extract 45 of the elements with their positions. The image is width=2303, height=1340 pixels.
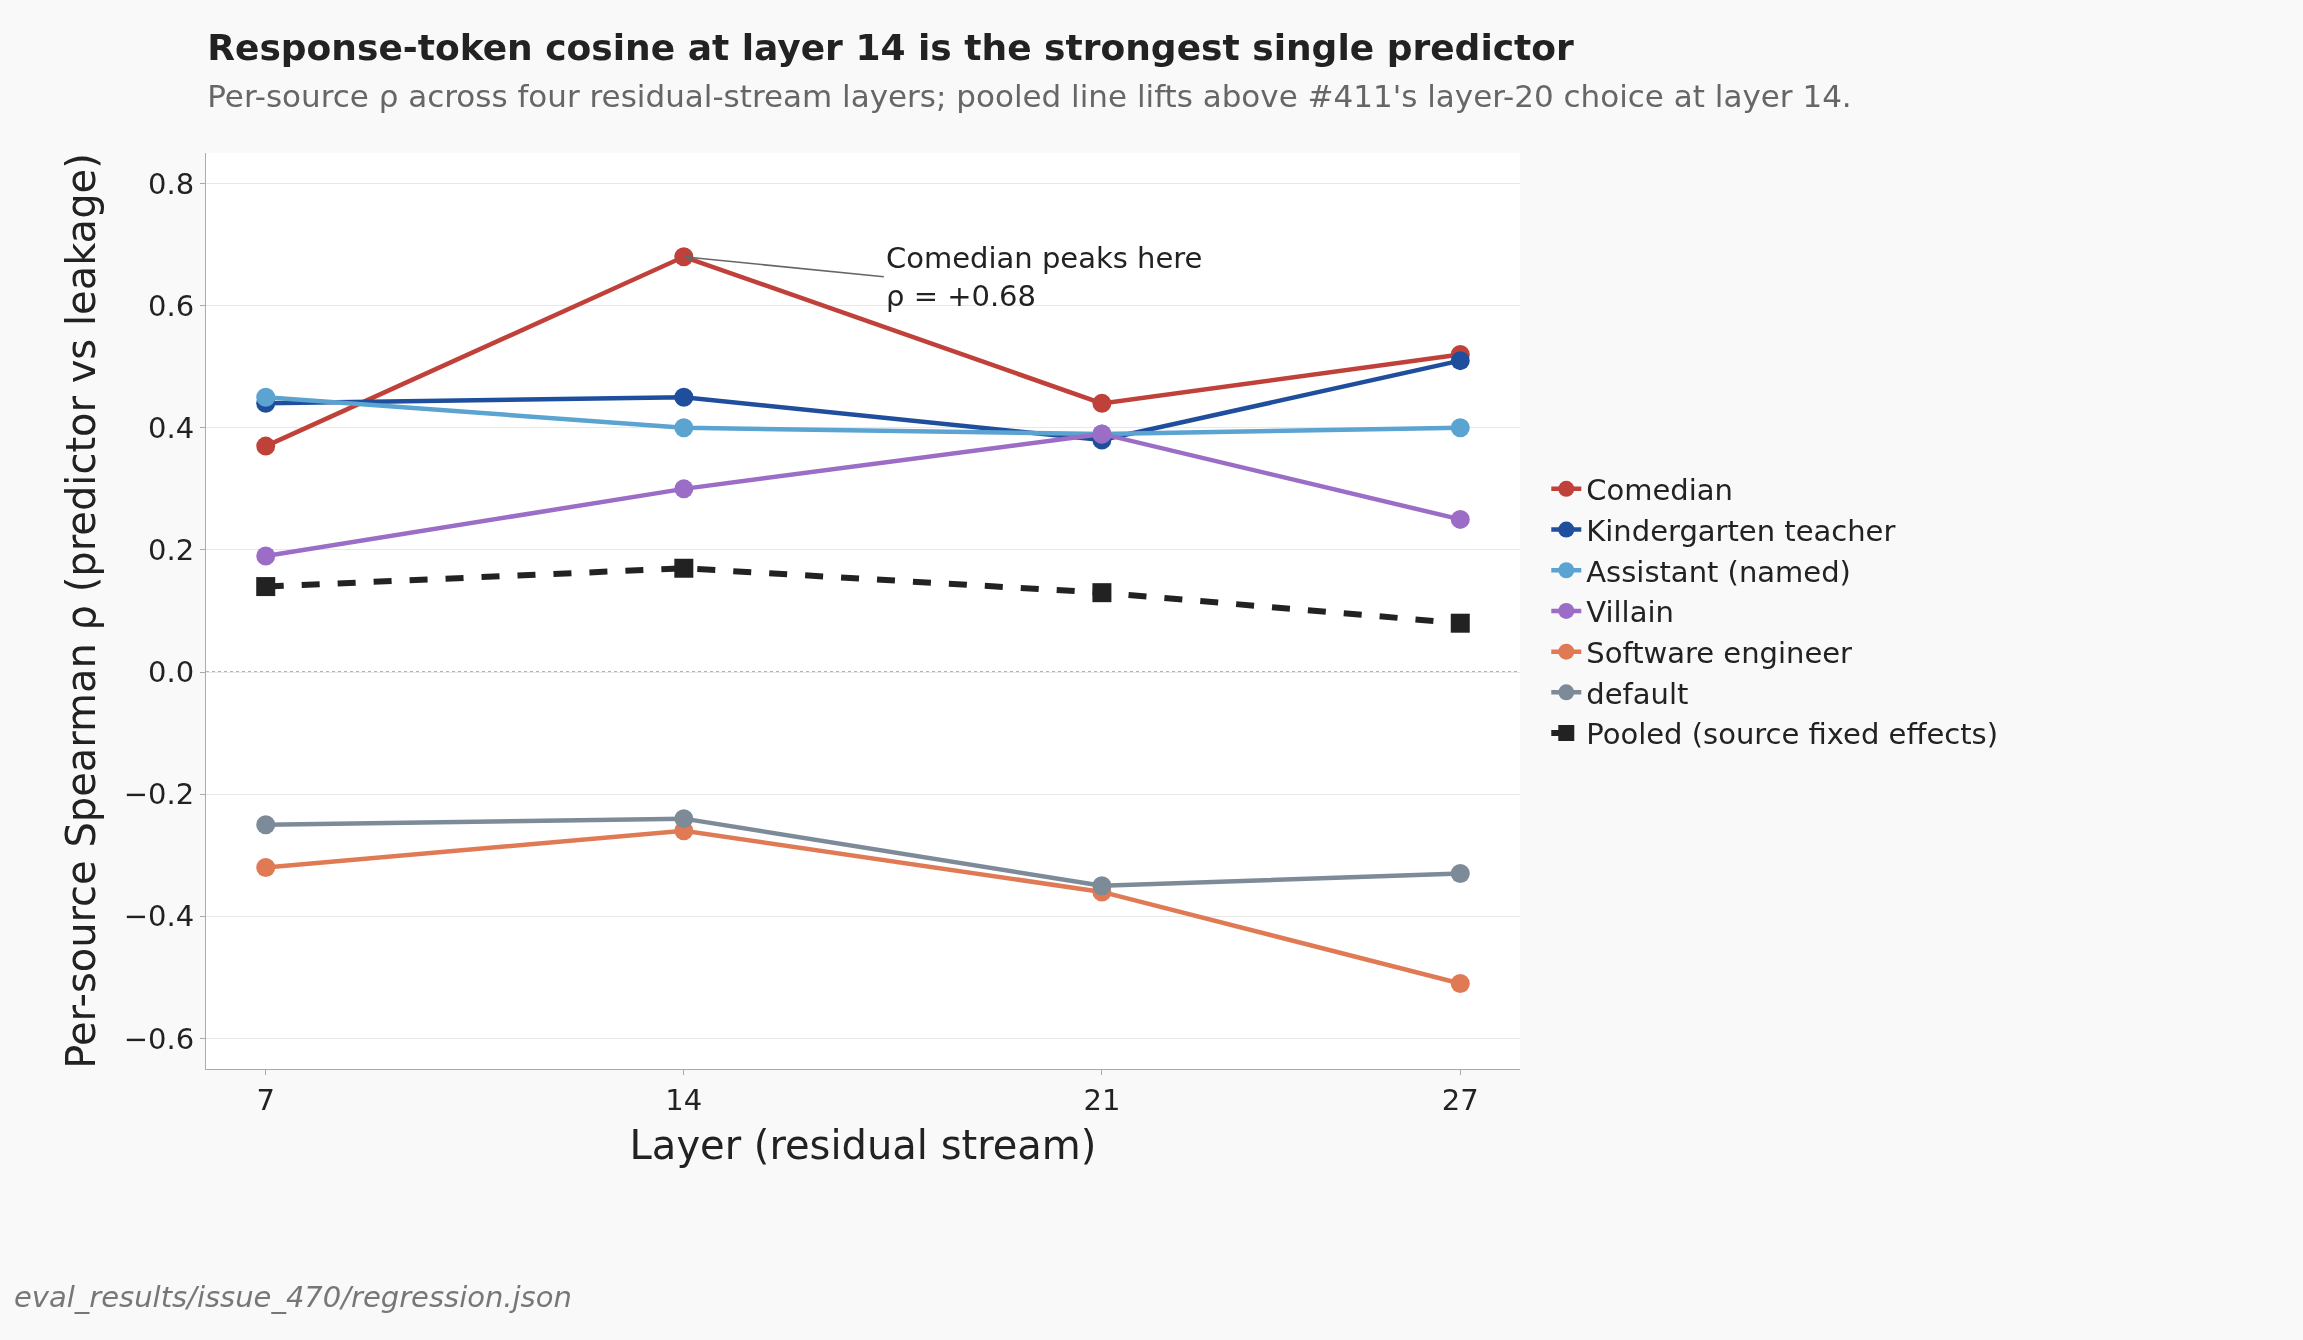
point: [674, 809, 694, 829]
point: [1092, 876, 1112, 896]
point: [1450, 974, 1470, 993]
x-tick-label: 7: [256, 1082, 275, 1117]
x-axis-title: Layer (residual stream): [629, 1122, 1097, 1169]
y-tick-label: −0.6: [123, 1021, 195, 1056]
annotation: Comedian peaks here ρ = +0.68: [886, 241, 1203, 313]
legend-label: Villain: [1586, 595, 1674, 630]
point: [256, 436, 276, 456]
point: [256, 546, 276, 566]
point: [1092, 393, 1112, 413]
y-tick-label: 0.0: [148, 655, 195, 690]
point: [1450, 613, 1470, 633]
y-tick-label: 0.2: [148, 533, 195, 568]
y-tick-label: 0.6: [148, 288, 195, 323]
y-tick-label: −0.4: [123, 899, 195, 934]
point: [1450, 864, 1470, 884]
legend-label: default: [1586, 676, 1689, 711]
point: [1092, 583, 1112, 603]
text: eval_results/issue_470/regression.json: [14, 1280, 572, 1314]
point: [674, 479, 694, 499]
point: [1450, 509, 1470, 529]
y-tick-label: −0.2: [123, 777, 195, 812]
legend-label: Software engineer: [1586, 635, 1853, 670]
y-axis-title: Per-source Spearman ρ (predictor vs leakage): [58, 153, 105, 1069]
y-tick-label: 0.4: [148, 410, 195, 445]
y-tick-label: 0.8: [148, 166, 195, 201]
legend-label: Assistant (named): [1586, 554, 1851, 589]
legend-label: Pooled (source fixed effects): [1586, 717, 1998, 752]
point: [1450, 418, 1470, 438]
point: [1450, 351, 1470, 371]
chart-subtitle: Per-source ρ across four residual-stream layers; pooled line lifts above #411's layer-20 choice at layer 14.: [207, 78, 1852, 115]
point: [674, 418, 694, 438]
x-tick-label: 14: [665, 1082, 703, 1117]
legend-label: Comedian: [1586, 473, 1733, 508]
chart-title: Response-token cosine at layer 14 is the strongest single predictor: [207, 27, 1574, 69]
x-tick-label: 27: [1441, 1082, 1479, 1117]
point: [256, 577, 276, 597]
point: [256, 857, 276, 877]
legend-label: Kindergarten teacher: [1586, 513, 1896, 548]
point: [674, 387, 694, 407]
point: [256, 815, 276, 835]
point: [256, 387, 276, 407]
x-tick-label: 21: [1083, 1082, 1121, 1117]
point: [674, 558, 694, 578]
